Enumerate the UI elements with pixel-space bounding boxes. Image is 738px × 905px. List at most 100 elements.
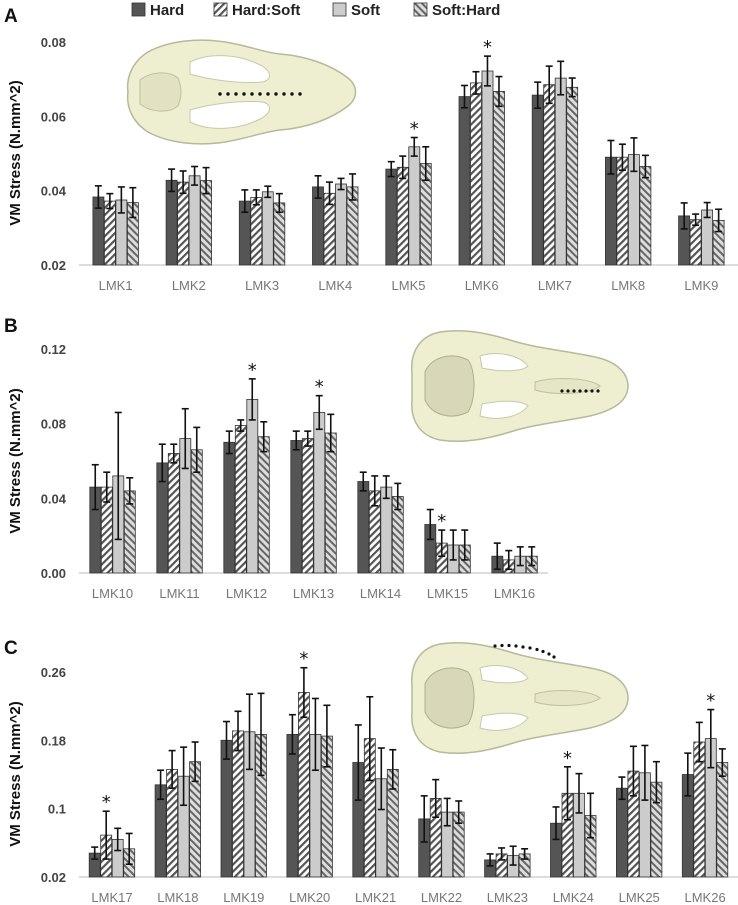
error-bar-lmk17-hard	[91, 846, 99, 860]
bar-lmk14-soft	[380, 486, 393, 574]
bar-lmk1-hard-soft	[104, 200, 116, 266]
error-bar-lmk10-soft-hard	[126, 476, 134, 505]
category-label-lmk21: LMK21	[355, 890, 396, 905]
error-bar-lmk3-hard	[241, 189, 249, 214]
error-bar-lmk18-soft-hard	[191, 741, 199, 783]
panel-c-y-tick-label: 0.1	[48, 802, 66, 817]
error-bar-lmk17-soft	[114, 827, 122, 852]
bar-lmk13-soft-hard	[324, 432, 337, 574]
error-bar-lmk2-hard	[168, 168, 176, 193]
panel-b-y-axis-label: VM Stress (N.mm^2)	[7, 388, 24, 533]
error-bar-lmk16-soft-hard	[528, 546, 536, 567]
error-bar-lmk15-soft-hard	[461, 529, 469, 561]
bar-lmk26-soft-hard	[716, 762, 729, 878]
error-bar-lmk20-soft-hard	[323, 704, 331, 768]
bar-lmk2-hard-soft	[177, 181, 190, 266]
bar-lmk7-hard-soft	[543, 84, 556, 266]
category-label-lmk16: LMK16	[494, 586, 535, 601]
panel-c-y-tick-label: 0.26	[41, 665, 66, 680]
significance-marker-lmk20: *	[299, 649, 308, 670]
error-bar-lmk6-hard-soft	[472, 70, 480, 95]
significance-marker-lmk13: *	[315, 377, 324, 398]
error-bar-lmk3-soft-hard	[275, 192, 283, 214]
error-bar-lmk5-hard	[387, 160, 395, 178]
category-label-lmk8: LMK8	[611, 278, 645, 293]
bar-lmk13-hard	[290, 440, 303, 574]
error-bar-lmk14-hard	[359, 471, 367, 492]
error-bar-lmk1-soft	[117, 186, 125, 214]
error-bar-lmk24-soft-hard	[587, 792, 594, 839]
error-bar-lmk23-soft-hard	[521, 848, 529, 860]
error-bar-lmk13-soft	[315, 394, 323, 431]
significance-marker-lmk6: *	[483, 37, 492, 58]
category-label-lmk13: LMK13	[293, 586, 334, 601]
bar-lmk13-hard-soft	[301, 438, 314, 574]
error-bar-lmk1-hard	[94, 185, 102, 209]
bar-lmk19-hard	[220, 739, 233, 878]
error-bar-lmk19-soft-hard	[257, 692, 265, 777]
panel-a-y-tick-label: 0.02	[41, 258, 66, 273]
error-bar-lmk18-soft	[180, 746, 188, 807]
error-bar-lmk23-hard	[486, 853, 494, 867]
error-bar-lmk13-hard-soft	[304, 430, 312, 447]
panel-c-letter: C	[4, 638, 18, 659]
bar-lmk6-hard-soft	[470, 82, 482, 266]
panel-a-y-tick-label: 0.04	[41, 184, 67, 199]
bar-lmk12-soft-hard	[257, 436, 270, 574]
panel-b-y-tick-label: 0.12	[41, 342, 66, 357]
error-bar-lmk12-soft-hard	[260, 420, 268, 453]
error-bar-lmk18-hard-soft	[168, 749, 176, 789]
category-label-lmk24: LMK24	[553, 890, 594, 905]
category-label-lmk23: LMK23	[487, 890, 528, 905]
bar-lmk6-soft	[481, 70, 494, 266]
error-bar-lmk22-hard-soft	[432, 778, 440, 819]
category-label-lmk20: LMK20	[289, 890, 330, 905]
error-bar-lmk10-soft	[114, 411, 122, 541]
significance-marker-lmk15: *	[437, 511, 446, 532]
error-bar-lmk25-hard	[618, 776, 626, 801]
error-bar-lmk25-soft-hard	[652, 760, 660, 804]
error-bar-lmk21-soft-hard	[389, 748, 397, 790]
bar-lmk12-hard-soft	[234, 425, 247, 574]
panel-b-letter: B	[4, 316, 18, 337]
error-bar-lmk20-hard	[288, 713, 296, 755]
category-label-lmk18: LMK18	[157, 890, 198, 905]
panel-c-y-tick-label: 0.02	[41, 870, 66, 885]
bar-lmk3-soft	[261, 191, 274, 266]
error-bar-lmk19-soft	[246, 693, 253, 771]
error-bar-lmk16-hard-soft	[505, 549, 513, 571]
category-label-lmk9: LMK9	[684, 278, 718, 293]
error-bar-lmk17-hard-soft	[102, 810, 110, 860]
error-bar-lmk11-soft-hard	[193, 426, 201, 474]
skull-ventral-illustration-c	[411, 641, 629, 755]
error-bar-lmk18-hard	[157, 769, 165, 801]
error-bar-lmk7-soft	[557, 60, 565, 96]
panel-a-letter: A	[4, 6, 18, 27]
error-bar-lmk6-soft-hard	[495, 75, 503, 108]
legend-swatch-soft-hard	[413, 2, 428, 17]
legend-label-soft: Soft	[351, 2, 380, 19]
bar-lmk5-soft	[408, 146, 421, 266]
category-label-lmk22: LMK22	[421, 890, 462, 905]
bar-lmk6-hard	[458, 96, 471, 266]
error-bar-lmk25-hard-soft	[629, 745, 637, 797]
panel-a-y-tick-label: 0.08	[41, 35, 66, 50]
error-bar-lmk8-hard-soft	[618, 143, 626, 172]
panel-b-y-tick-label: 0.08	[41, 417, 66, 432]
error-bar-lmk22-soft	[443, 797, 451, 827]
category-label-lmk10: LMK10	[92, 586, 133, 601]
bar-lmk12-hard	[223, 441, 236, 574]
error-bar-lmk15-hard-soft	[438, 529, 446, 558]
error-bar-lmk14-hard-soft	[371, 475, 379, 507]
significance-marker-lmk5: *	[410, 119, 419, 140]
error-bar-lmk4-soft	[337, 177, 345, 191]
legend-label-soft-hard: Soft:Hard	[432, 2, 500, 19]
legend-label-hard-soft: Hard:Soft	[232, 2, 300, 19]
category-label-lmk19: LMK19	[223, 890, 264, 905]
bar-lmk14-hard	[357, 481, 370, 574]
skull-ventral-illustration-b	[411, 329, 629, 443]
error-bar-lmk12-hard	[225, 430, 233, 455]
error-bar-lmk6-hard	[460, 84, 468, 109]
error-bar-lmk20-soft	[311, 697, 319, 772]
